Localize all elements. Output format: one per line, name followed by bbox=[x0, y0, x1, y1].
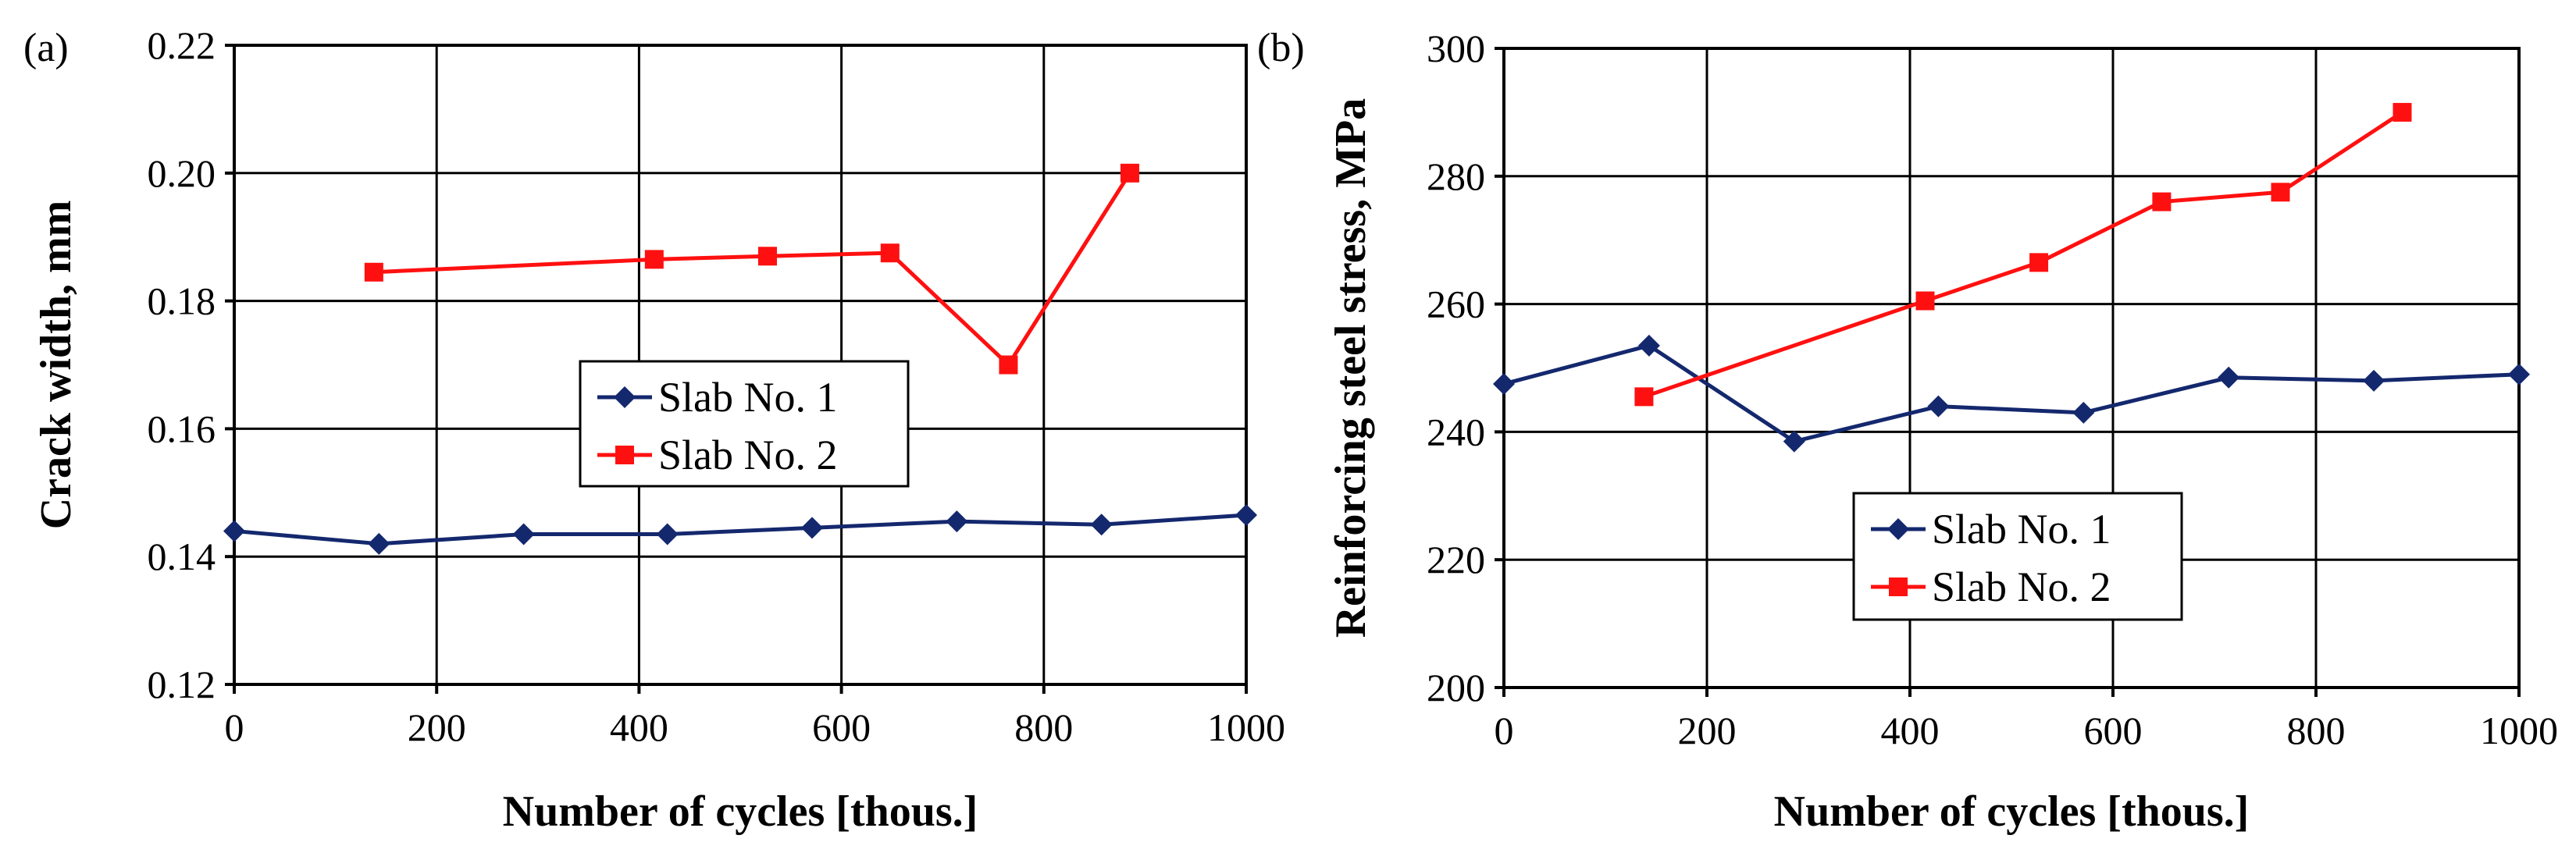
legend-box bbox=[1852, 492, 2183, 621]
legend-swatch-marker bbox=[1889, 577, 1908, 596]
x-tick-label: 0 bbox=[1495, 709, 1514, 752]
y-tick-label: 240 bbox=[1427, 410, 1485, 453]
y-tick-label: 280 bbox=[1427, 155, 1485, 198]
panel-label: (a) bbox=[23, 26, 69, 70]
y-tick-label: 220 bbox=[1427, 538, 1485, 581]
data-point bbox=[1235, 503, 1257, 526]
data-point bbox=[512, 523, 535, 545]
data-point bbox=[644, 250, 664, 269]
data-point bbox=[364, 262, 383, 282]
x-tick-label: 1000 bbox=[2480, 709, 2558, 752]
x-tick-label: 600 bbox=[2084, 709, 2143, 752]
data-point bbox=[801, 517, 824, 539]
legend-swatch-marker bbox=[614, 386, 636, 408]
x-tick-label: 0 bbox=[225, 705, 244, 749]
x-tick-label: 800 bbox=[2287, 709, 2346, 752]
panel-label: (b) bbox=[1257, 26, 1305, 70]
data-point bbox=[999, 355, 1018, 375]
chart-panel-a: 0 200 400 600 800 1000 0.12 0.14 0.16 0.18 0.20 0.2… bbox=[23, 23, 1285, 836]
data-point bbox=[1783, 430, 1805, 453]
data-point bbox=[2508, 363, 2530, 386]
x-tick-label: 600 bbox=[812, 705, 871, 749]
y-axis-label: Reinforcing steel stress, MPa bbox=[1327, 98, 1375, 638]
chart-panel-b: 0 200 400 600 800 1000200220240260280300Numbe… bbox=[1257, 26, 2558, 836]
data-point bbox=[2072, 401, 2095, 424]
x-tick-label: 200 bbox=[408, 705, 466, 749]
series-1 bbox=[223, 503, 1257, 555]
y-axis-label: Crack width, mm bbox=[32, 201, 80, 530]
legend-label: Slab No. 1 bbox=[1932, 506, 2111, 553]
series-line bbox=[1643, 110, 2403, 399]
series-line bbox=[373, 172, 1132, 367]
data-point bbox=[880, 243, 900, 263]
data-point bbox=[2218, 366, 2240, 389]
data-point bbox=[1120, 163, 1139, 183]
data-point bbox=[2393, 102, 2412, 122]
legend-label: Slab No. 2 bbox=[658, 432, 838, 478]
data-point bbox=[223, 520, 245, 542]
y-tick-label: 0.22 bbox=[148, 23, 216, 67]
data-point bbox=[368, 532, 390, 555]
data-point bbox=[757, 247, 777, 266]
x-tick-label: 800 bbox=[1014, 705, 1073, 749]
data-point bbox=[2271, 183, 2290, 202]
data-point bbox=[1915, 291, 1935, 311]
legend-label: Slab No. 2 bbox=[1932, 563, 2111, 610]
y-tick-label: 260 bbox=[1427, 283, 1485, 326]
x-tick-label: 400 bbox=[1881, 709, 1940, 752]
y-tick-label: 200 bbox=[1427, 666, 1485, 709]
series-line bbox=[1503, 343, 2520, 444]
data-point bbox=[1927, 395, 1950, 418]
legend-swatch-marker bbox=[1887, 518, 1909, 540]
plot-area-border bbox=[233, 44, 1248, 686]
data-point bbox=[2152, 192, 2172, 211]
legend: Slab No. 1 Slab No. 2 bbox=[579, 360, 910, 488]
x-tick-label: 1000 bbox=[1207, 705, 1285, 749]
data-point bbox=[656, 523, 679, 545]
y-tick-label: 0.12 bbox=[148, 663, 216, 706]
data-point bbox=[1493, 372, 1515, 395]
x-axis-label: Number of cycles [thous.] bbox=[503, 787, 978, 836]
x-tick-label: 200 bbox=[1678, 709, 1737, 752]
y-tick-label: 0.14 bbox=[148, 535, 216, 578]
data-point bbox=[946, 510, 968, 533]
data-point bbox=[1090, 514, 1113, 536]
data-point bbox=[1634, 387, 1654, 407]
data-point bbox=[1637, 334, 1660, 357]
series-2 bbox=[1634, 102, 2412, 407]
series-2 bbox=[364, 163, 1139, 375]
series-1 bbox=[1493, 334, 2530, 453]
legend-swatch-marker bbox=[615, 446, 634, 464]
data-point bbox=[2029, 253, 2049, 272]
y-tick-label: 0.18 bbox=[148, 279, 216, 323]
data-point bbox=[2363, 369, 2385, 392]
x-axis-label: Number of cycles [thous.] bbox=[1774, 787, 2250, 836]
series-line bbox=[233, 513, 1247, 546]
y-tick-label: 0.20 bbox=[148, 151, 216, 195]
legend-label: Slab No. 1 bbox=[658, 374, 838, 421]
legend: Slab No. 1 Slab No. 2 bbox=[1852, 492, 2183, 621]
x-tick-label: 400 bbox=[610, 705, 668, 749]
legend-box bbox=[579, 360, 910, 488]
y-tick-label: 300 bbox=[1427, 27, 1485, 70]
y-tick-label: 0.16 bbox=[148, 407, 216, 450]
